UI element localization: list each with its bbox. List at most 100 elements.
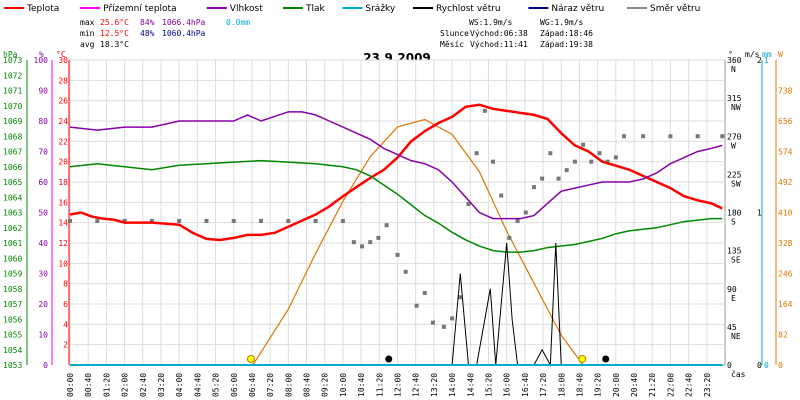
wind-wg: WG:1.9m/s (540, 18, 584, 27)
pct-axis-title: % (39, 50, 44, 59)
temp-tick-label: 4 (63, 320, 68, 329)
ms-tick-label: 0 (757, 361, 762, 370)
hpa-tick-label: 1058 (3, 285, 22, 294)
x-tick-label: 14:00 (448, 373, 457, 397)
wind-direction-point (231, 218, 236, 223)
x-axis-title: čas (731, 369, 746, 379)
x-tick-label: 02:00 (121, 373, 130, 397)
x-tick-label: 15:20 (484, 373, 493, 397)
x-tick-label: 20:40 (630, 373, 639, 397)
wind-direction-point (531, 185, 536, 190)
w-tick-label: 492 (778, 178, 793, 187)
wind-direction-point (450, 316, 455, 321)
pct-tick-label: 80 (38, 117, 48, 126)
stat-min-label: min (80, 29, 95, 38)
w-tick-label: 656 (778, 117, 793, 126)
x-tick-label: 10:40 (357, 373, 366, 397)
w-tick-label: 328 (778, 239, 793, 248)
wind-direction-point (605, 159, 610, 164)
dir-tick-label: 90 (727, 285, 737, 294)
sun-label: Slunce (440, 29, 469, 38)
stat-min-hum: 48% (140, 29, 155, 38)
wind-direction-point (581, 142, 586, 147)
x-tick-label: 20:00 (612, 373, 621, 397)
pct-tick-label: 50 (38, 209, 48, 218)
dir-tick-compass: NW (731, 103, 741, 112)
hpa-tick-label: 1054 (3, 346, 22, 355)
wind-direction-point (548, 151, 553, 156)
ms-tick-label: 2 (757, 56, 762, 65)
series-line-2 (69, 159, 723, 253)
sun-rise: Východ:06:38 (470, 29, 528, 38)
dir-tick-label: 270 (727, 132, 742, 141)
pct-tick-label: 90 (38, 87, 48, 96)
x-tick-label: 09:20 (321, 373, 330, 397)
dir-tick-compass: E (731, 294, 736, 303)
x-tick-label: 06:00 (230, 373, 239, 397)
wind-direction-point (695, 134, 700, 139)
legend-label-5: Rychlost větru (436, 4, 501, 14)
wind-direction-point (95, 218, 100, 223)
hpa-tick-label: 1067 (3, 148, 22, 157)
wind-direction-point (482, 108, 487, 113)
pct-tick-label: 30 (38, 270, 48, 279)
wind-direction-point (430, 320, 435, 325)
stat-avg-temp: 18.3°C (100, 40, 129, 49)
wind-direction-point (720, 134, 725, 139)
temp-tick-label: 6 (63, 300, 68, 309)
pct-tick-label: 40 (38, 239, 48, 248)
w-tick-label: 574 (778, 148, 793, 157)
pct-tick-label: 100 (34, 56, 49, 65)
x-tick-label: 07:20 (266, 373, 275, 397)
mm-tick-label: 1 (764, 56, 769, 65)
wind-direction-point (368, 240, 373, 245)
wind-direction-point (384, 223, 389, 228)
temp-tick-label: 12 (58, 239, 68, 248)
wind-direction-point (597, 151, 602, 156)
moonset-marker (602, 355, 610, 363)
temp-tick-label: 16 (58, 198, 68, 207)
x-tick-label: 08:00 (284, 373, 293, 397)
hpa-tick-label: 1053 (3, 361, 22, 370)
wind-direction-point (351, 240, 356, 245)
hpa-axis-title: hPa (3, 50, 18, 59)
wind-direction-point (376, 235, 381, 240)
stat-min-press: 1060.4hPa (162, 29, 206, 38)
x-tick-label: 00:00 (66, 373, 75, 397)
temp-tick-label: 20 (58, 158, 68, 167)
x-tick-label: 16:00 (503, 373, 512, 397)
w-tick-label: 246 (778, 270, 793, 279)
wind-direction-point (622, 134, 627, 139)
mm-tick-label: 0 (764, 361, 769, 370)
x-tick-label: 16:40 (521, 373, 530, 397)
x-tick-label: 06:40 (248, 373, 257, 397)
sunrise-marker (246, 355, 255, 363)
ms-axis-title: m/s (745, 50, 760, 59)
hpa-tick-label: 1066 (3, 163, 22, 172)
stat-max-hum: 84% (140, 18, 155, 27)
x-tick-label: 21:20 (648, 373, 657, 397)
wind-direction-point (515, 218, 520, 223)
x-tick-label: 22:40 (685, 373, 694, 397)
legend-label-2: Vlhkost (230, 4, 263, 14)
x-tick-label: 13:20 (430, 373, 439, 397)
w-tick-label: 738 (778, 87, 793, 96)
dir-tick-label: 225 (727, 170, 742, 179)
x-tick-label: 04:40 (193, 373, 202, 397)
sun-set: Západ:18:46 (540, 29, 593, 38)
wind-direction-point (340, 218, 345, 223)
legend-label-7: Směr větru (650, 4, 700, 14)
wind-direction-point (122, 218, 127, 223)
dir-tick-compass: S (731, 218, 736, 227)
stat-min-temp: 12.5°C (100, 29, 129, 38)
w-tick-label: 82 (778, 331, 788, 340)
temp-tick-label: 28 (58, 76, 68, 85)
wind-direction-point (564, 168, 569, 173)
pct-tick-label: 20 (38, 300, 48, 309)
hpa-tick-label: 1056 (3, 315, 22, 324)
pct-tick-label: 10 (38, 331, 48, 340)
wind-direction-point (474, 151, 479, 156)
x-tick-label: 17:20 (539, 373, 548, 397)
wind-direction-point (395, 252, 400, 257)
wind-direction-point (259, 218, 264, 223)
